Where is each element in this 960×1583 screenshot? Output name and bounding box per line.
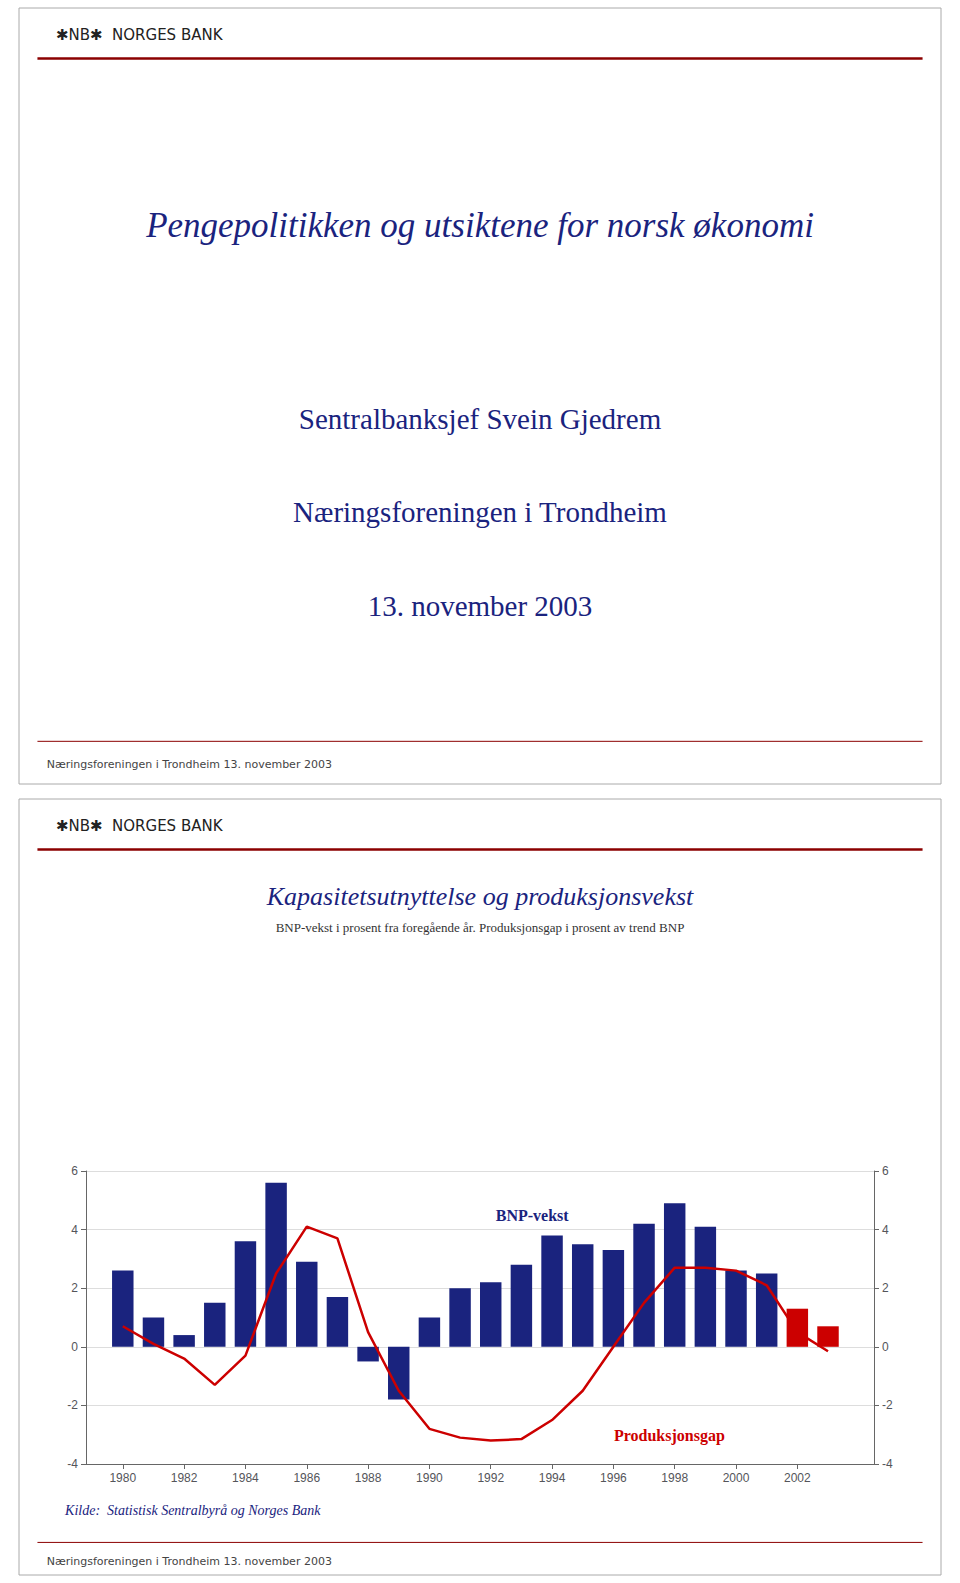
svg-text:0: 0 bbox=[882, 1340, 889, 1354]
svg-text:Næringsforeningen i Trondheim: Næringsforeningen i Trondheim 13. novemb… bbox=[47, 1555, 332, 1568]
svg-text:Næringsforeningen i Trondheim: Næringsforeningen i Trondheim bbox=[293, 496, 667, 528]
svg-text:BNP-vekst: BNP-vekst bbox=[496, 1207, 570, 1224]
svg-text:-4: -4 bbox=[882, 1457, 893, 1471]
svg-text:1992: 1992 bbox=[477, 1471, 504, 1485]
svg-text:2: 2 bbox=[71, 1281, 78, 1295]
svg-text:6: 6 bbox=[882, 1164, 889, 1178]
svg-text:4: 4 bbox=[71, 1223, 78, 1237]
svg-text:1994: 1994 bbox=[539, 1471, 566, 1485]
svg-text:-2: -2 bbox=[67, 1398, 78, 1412]
svg-text:1980: 1980 bbox=[109, 1471, 136, 1485]
svg-text:1996: 1996 bbox=[600, 1471, 627, 1485]
svg-text:-2: -2 bbox=[882, 1398, 893, 1412]
svg-text:2: 2 bbox=[882, 1281, 889, 1295]
svg-text:0: 0 bbox=[71, 1340, 78, 1354]
svg-text:BNP-vekst i prosent fra foregå: BNP-vekst i prosent fra foregående år. P… bbox=[276, 920, 685, 935]
svg-text:2000: 2000 bbox=[723, 1471, 750, 1485]
svg-text:13. november 2003: 13. november 2003 bbox=[368, 590, 593, 622]
svg-text:-4: -4 bbox=[67, 1457, 78, 1471]
svg-text:2002: 2002 bbox=[784, 1471, 811, 1485]
svg-text:Kapasitetsutnyttelse og produk: Kapasitetsutnyttelse og produksjonsvekst bbox=[266, 882, 694, 911]
svg-text:Næringsforeningen i Trondheim: Næringsforeningen i Trondheim 13. novemb… bbox=[47, 758, 332, 771]
svg-text:1988: 1988 bbox=[355, 1471, 382, 1485]
svg-text:✱NB✱ NORGES BANK: ✱NB✱ NORGES BANK bbox=[56, 817, 224, 835]
svg-text:Pengepolitikken og utsiktene f: Pengepolitikken og utsiktene for norsk ø… bbox=[145, 206, 814, 245]
svg-text:Sentralbanksjef Svein Gjedrem: Sentralbanksjef Svein Gjedrem bbox=[299, 403, 662, 435]
svg-text:1998: 1998 bbox=[661, 1471, 688, 1485]
svg-text:1982: 1982 bbox=[171, 1471, 198, 1485]
svg-text:4: 4 bbox=[882, 1223, 889, 1237]
svg-text:Kilde: Statistisk Sentralbyrå: Kilde: Statistisk Sentralbyrå og Norges … bbox=[64, 1503, 321, 1518]
svg-text:1984: 1984 bbox=[232, 1471, 259, 1485]
svg-text:Produksjonsgap: Produksjonsgap bbox=[614, 1427, 725, 1445]
svg-text:1986: 1986 bbox=[293, 1471, 320, 1485]
svg-text:6: 6 bbox=[71, 1164, 78, 1178]
svg-text:1990: 1990 bbox=[416, 1471, 443, 1485]
svg-text:✱NB✱ NORGES BANK: ✱NB✱ NORGES BANK bbox=[56, 26, 224, 44]
